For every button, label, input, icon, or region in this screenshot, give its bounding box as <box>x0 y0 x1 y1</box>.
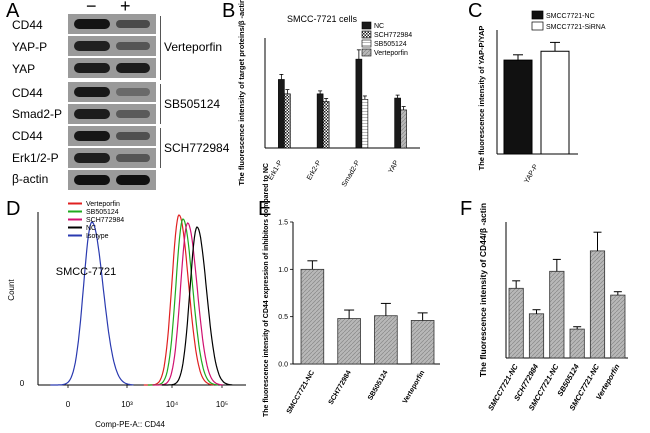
chart-e-bar <box>374 315 398 365</box>
chart-d-histogram-sch772984 <box>152 222 223 386</box>
chart-f-bar <box>589 250 606 359</box>
blot-label-smad2-p: Smad2-P <box>12 107 63 121</box>
panel-label-c: C <box>468 0 483 22</box>
chart-c-bar <box>503 59 533 155</box>
panel-label-f: F <box>460 198 473 220</box>
group-bracket <box>160 84 161 124</box>
group-label-sch772984: SCH772984 <box>164 141 230 155</box>
chart-b-bar <box>322 101 330 149</box>
chart-d-legend-label: Verteporfin <box>86 201 120 208</box>
chart-c-legend-swatch <box>531 21 544 31</box>
chart-b-bar <box>400 109 407 149</box>
chart-b-bar <box>278 79 285 149</box>
chart-e-y-tick-label: 0.5 <box>278 314 288 321</box>
blot-strip <box>68 170 156 192</box>
panel-label-d: D <box>6 198 21 220</box>
chart-f-bar <box>610 294 626 359</box>
chart-c-legend-label: SMCC7721-SiRNA <box>546 24 606 31</box>
chart-e-bar <box>300 268 325 365</box>
chart-f-bar <box>569 328 585 359</box>
blot-strip <box>68 14 156 36</box>
chart-b-legend-swatch <box>361 48 372 57</box>
chart-e-tick-label: SCH772984 <box>328 369 353 406</box>
chart-d-legend-label: NC <box>86 225 96 232</box>
chart-c-tick-label: YAP-P <box>523 163 539 185</box>
blot-strip <box>68 82 156 104</box>
chart-b-bar <box>361 99 369 149</box>
group-label-verteporfin: Verteporfin <box>164 40 223 54</box>
chart-d-x-tick-label: 0 <box>66 400 71 409</box>
chart-e-tick-label: SB505124 <box>367 369 390 401</box>
chart-b-legend-label: Verteporfin <box>374 50 408 57</box>
chart-b-legend-swatch <box>361 21 372 30</box>
chart-b-bar <box>355 58 363 149</box>
chart-b-ylabel: The fluorescence intensity of target pro… <box>237 0 246 186</box>
chart-b-tick-label: Erk2-P <box>306 159 323 181</box>
blot-strip <box>68 104 156 126</box>
blot-strip <box>68 126 156 148</box>
chart-c-ylabel: The fluorescence intensity of YAP-P/YAP <box>477 26 486 171</box>
blot-label-erk-p: Erk1/2-P <box>12 151 59 165</box>
chart-d-legend-label: Isotype <box>86 233 109 240</box>
blot-label-yap-p: YAP-P <box>12 40 48 54</box>
chart-b-legend-swatch <box>361 39 372 48</box>
blot-strip <box>68 58 156 80</box>
chart-f-ylabel: The fluorescence intensity of CD44/β -ac… <box>478 203 488 377</box>
chart-b-legend-label: SCH772984 <box>374 32 412 39</box>
chart-e-bar <box>410 320 435 365</box>
chart-f-bar <box>549 270 565 359</box>
chart-e-bar <box>337 318 361 365</box>
chart-d-annotation: SMCC-7721 <box>56 266 117 278</box>
chart-f-tick-label: SMCC7721-NC <box>486 362 520 412</box>
group-bracket <box>160 16 161 80</box>
chart-b-tick-label: YAP <box>388 159 401 174</box>
chart-b-bar <box>284 93 291 149</box>
chart-e-y-tick-label: 0.0 <box>278 362 288 369</box>
blot-label-cd44: CD44 <box>12 18 43 32</box>
chart-d-xlabel: Comp-PE-A:: CD44 <box>95 420 165 429</box>
chart-d-x-tick-label: 10⁴ <box>166 400 179 409</box>
chart-d-histogram-nc <box>161 226 233 386</box>
chart-c-legend-label: SMCC7721-NC <box>546 13 595 20</box>
group-bracket <box>160 128 161 168</box>
group-label-sb505124: SB505124 <box>164 97 221 111</box>
treatment-plus-label: + <box>120 0 131 16</box>
blot-label-beta-actin: β-actin <box>12 172 49 186</box>
panel-label-b: B <box>222 0 236 22</box>
blot-strip <box>68 148 156 170</box>
blot-label-yap: YAP <box>12 62 36 76</box>
chart-f-bar <box>528 313 545 359</box>
blot-label-cd44: CD44 <box>12 86 43 100</box>
chart-e-ylabel: The fluorescence intensity of CD44 expre… <box>263 163 270 417</box>
panel-label-a: A <box>6 0 20 22</box>
chart-b-tick-label: Smad2-P <box>341 159 362 188</box>
chart-d-legend-label: SCH772984 <box>86 217 124 224</box>
blot-strip <box>68 36 156 58</box>
chart-d-ylabel: Count <box>7 279 16 301</box>
chart-b-title: SMCC-7721 cells <box>287 14 358 24</box>
chart-d-histogram-isotype <box>50 221 134 386</box>
chart-d-x-tick-label: 10³ <box>121 400 133 409</box>
chart-d-legend-label: SB505124 <box>86 209 119 216</box>
chart-b-legend-swatch <box>361 30 372 39</box>
chart-d-y-tick: 0 <box>20 379 25 388</box>
chart-d-x-tick-label: 10⁵ <box>216 400 228 409</box>
chart-e-y-tick-label: 1.5 <box>278 220 288 227</box>
chart-b-bar <box>316 93 324 149</box>
panel-label-e: E <box>258 198 272 220</box>
chart-c-legend-swatch <box>531 10 544 20</box>
chart-c-bar <box>540 50 570 155</box>
chart-b-legend-label: NC <box>374 23 384 30</box>
chart-e-tick-label: Verteporfin <box>402 370 427 406</box>
chart-b-bar <box>394 97 401 149</box>
chart-e-y-tick-label: 1.0 <box>278 267 288 274</box>
chart-f-bar <box>508 287 524 359</box>
treatment-minus-label: − <box>86 0 97 16</box>
chart-b-legend-label: SB505124 <box>374 41 407 48</box>
chart-e-tick-label: SMCC7721-NC <box>286 370 316 416</box>
blot-label-cd44: CD44 <box>12 129 43 143</box>
